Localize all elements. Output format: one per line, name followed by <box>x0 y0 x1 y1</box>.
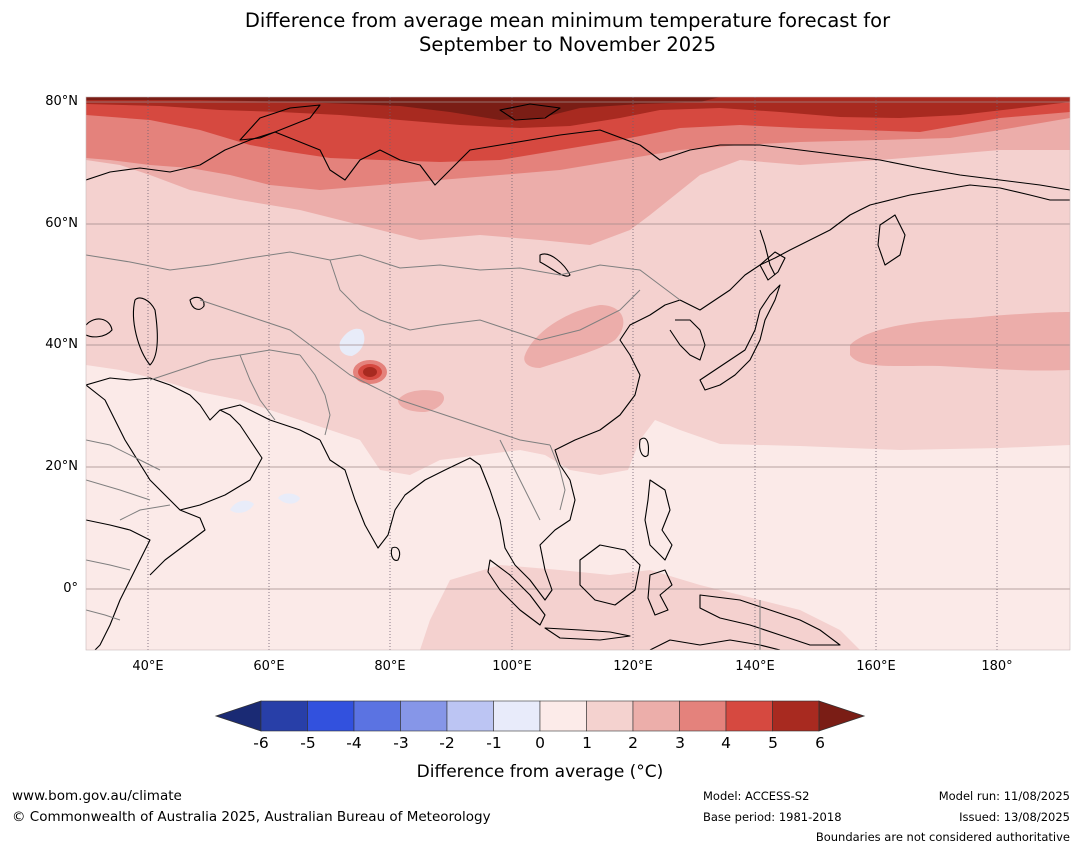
colorbar-segment <box>632 700 680 732</box>
colorbar-segment <box>400 700 448 732</box>
latitude-gridlines <box>86 101 1070 590</box>
colorbar-segment <box>353 700 401 732</box>
colorbar-tick-label: -5 <box>300 734 316 752</box>
lon-label-80e: 80°E <box>374 659 406 674</box>
lat-label-80n: 80°N <box>45 94 78 109</box>
colorbar-segment <box>725 700 773 732</box>
map-frame <box>85 96 1071 651</box>
footer-base-period: Base period: 1981-2018 <box>703 810 842 824</box>
title-line-1: Difference from average mean minimum tem… <box>244 9 891 32</box>
map-title: Difference from average mean minimum tem… <box>0 9 1081 57</box>
colorbar-tick-label: 5 <box>768 734 778 752</box>
colorbar-segment <box>679 700 727 732</box>
anomaly-minus1-0-africa <box>230 500 254 513</box>
anomaly-5-6-region <box>86 97 1070 128</box>
hotspot-ring-5 <box>363 367 377 377</box>
anomaly-1-2-tropics <box>420 565 860 650</box>
colorbar-segment <box>493 700 541 732</box>
colorbar-tick-label: 2 <box>628 734 638 752</box>
lon-label-180: 180° <box>981 659 1013 674</box>
lon-label-60e: 60°E <box>253 659 285 674</box>
colorbar-segment <box>539 700 587 732</box>
colorbar-arrow-high <box>818 700 866 732</box>
anomaly-2-3-pacific <box>850 312 1070 371</box>
lat-label-0: 0° <box>63 581 78 596</box>
lat-label-60n: 60°N <box>45 216 78 231</box>
lat-label-20n: 20°N <box>45 459 78 474</box>
lon-label-140e: 140°E <box>735 659 775 674</box>
footer-website: www.bom.gov.au/climate <box>12 788 182 804</box>
anomaly-2-3-tibet <box>398 390 445 412</box>
colorbar-arrow-low <box>214 700 262 732</box>
colorbar-tick-label: -3 <box>393 734 409 752</box>
anomaly-minus1-0-central-asia <box>339 328 365 356</box>
colorbar-tick-label: 4 <box>721 734 731 752</box>
lon-label-160e: 160°E <box>856 659 896 674</box>
footer-disclaimer: Boundaries are not considered authoritat… <box>815 830 1070 844</box>
colorbar-tick-label: -1 <box>486 734 502 752</box>
colorbar-tick-label: 0 <box>535 734 545 752</box>
coastlines <box>86 103 1070 650</box>
title-line-2: September to November 2025 <box>418 33 717 56</box>
anomaly-minus1-0-arabian-sea <box>278 493 300 504</box>
lon-label-100e: 100°E <box>492 659 532 674</box>
footer-model-run: Model run: 11/08/2025 <box>938 789 1070 803</box>
colorbar-segment <box>307 700 355 732</box>
lon-label-120e: 120°E <box>613 659 653 674</box>
footer-model: Model: ACCESS-S2 <box>703 789 810 803</box>
map-panel <box>86 97 1070 650</box>
footer-copyright: © Commonwealth of Australia 2025, Austra… <box>12 809 491 825</box>
anomaly-6-plus-region <box>86 97 720 120</box>
lat-label-40n: 40°N <box>45 337 78 352</box>
country-borders <box>86 251 761 650</box>
colorbar-tick-label: -4 <box>346 734 362 752</box>
lon-label-40e: 40°E <box>132 659 164 674</box>
colorbar-title: Difference from average (°C) <box>416 762 664 782</box>
colorbar <box>214 700 866 732</box>
longitude-gridlines <box>147 97 998 650</box>
colorbar-segment <box>446 700 494 732</box>
colorbar-tick-label: -2 <box>439 734 455 752</box>
colorbar-tick-label: 3 <box>675 734 685 752</box>
colorbar-segment <box>260 700 308 732</box>
colorbar-tick-label: -6 <box>253 734 269 752</box>
colorbar-tick-label: 1 <box>582 734 592 752</box>
colorbar-segment <box>772 700 820 732</box>
colorbar-segment <box>586 700 634 732</box>
footer-issued: Issued: 13/08/2025 <box>959 810 1070 824</box>
colorbar-tick-label: 6 <box>815 734 825 752</box>
